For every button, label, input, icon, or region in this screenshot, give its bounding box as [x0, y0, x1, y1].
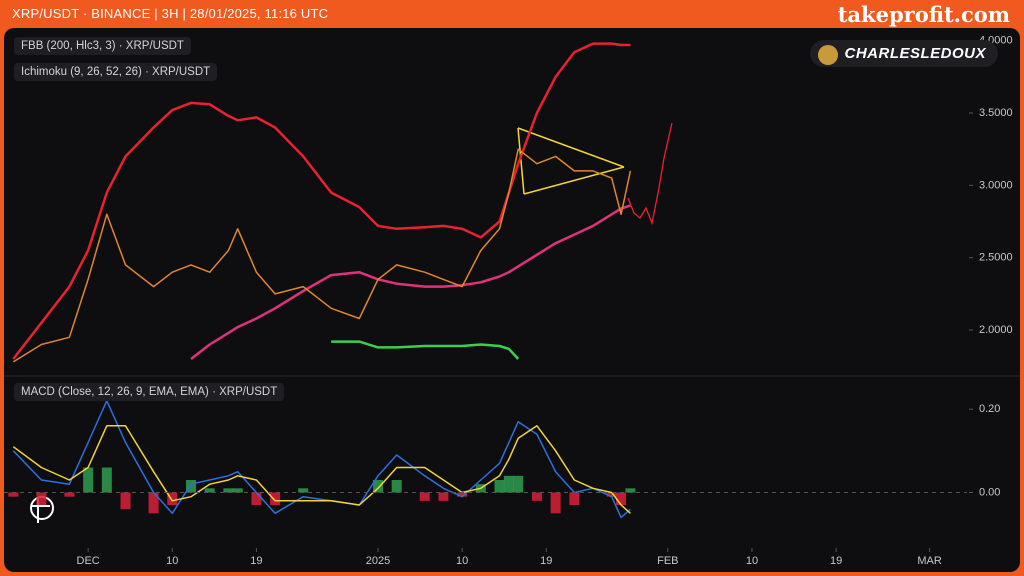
- histogram-bar: [494, 480, 505, 493]
- histogram-bar: [513, 475, 524, 493]
- histogram-bar: [83, 467, 94, 493]
- y-tick-label: 2.0000: [979, 324, 1013, 336]
- x-tick-label: MAR: [917, 555, 942, 567]
- histogram-bar: [101, 467, 112, 493]
- y-tick-label: 2.5000: [979, 252, 1013, 264]
- histogram-bar: [419, 492, 430, 501]
- histogram-bar: [251, 492, 262, 505]
- x-tick-label: 19: [540, 555, 552, 567]
- x-tick-label: 2025: [366, 555, 390, 567]
- plot-area: [8, 400, 636, 519]
- site-name: takeprofit.com: [837, 2, 1010, 27]
- histogram-bar: [298, 488, 309, 493]
- histogram-bar: [372, 480, 383, 493]
- histogram-bar: [64, 492, 75, 497]
- y-tick-label: 0.00: [979, 486, 1000, 498]
- legend-ichimoku: Ichimoku (9, 26, 52, 26) · XRP/USDT: [14, 63, 218, 81]
- histogram-bar: [391, 480, 402, 493]
- projection-drawing: [627, 122, 673, 226]
- legend-fbb: FBB (200, Hlc3, 3) · XRP/USDT: [14, 37, 191, 55]
- x-tick-label: DEC: [77, 555, 100, 567]
- histogram-bar: [8, 492, 19, 497]
- histogram-bar: [503, 475, 514, 493]
- plot-area: [12, 42, 632, 363]
- x-tick-label: 19: [830, 555, 842, 567]
- watermark-text: CHARLESLEDOUX: [844, 45, 986, 62]
- histogram-bar: [438, 492, 449, 501]
- watermark: CHARLESLEDOUX: [810, 40, 998, 67]
- histogram-bar: [606, 492, 617, 497]
- series-line: [12, 425, 631, 514]
- x-tick-label: 10: [166, 555, 178, 567]
- y-tick-label: 0.20: [979, 403, 1000, 415]
- histogram-bar: [531, 492, 542, 501]
- series-line: [331, 340, 520, 360]
- chart-panel: 2.0000 2.5000 3.0000 3.5000 4.0000 0.00 0.20 DE…: [4, 28, 1020, 572]
- symbol-header: XRP/USDT · BINANCE | 3H | 28/01/2025, 11…: [12, 6, 329, 21]
- histogram-bar: [223, 488, 234, 493]
- histogram-bar: [232, 488, 243, 493]
- histogram-bar: [167, 492, 178, 505]
- series-line: [12, 148, 632, 363]
- chart: 2.00002.50003.00003.50004.00000.000.20DE…: [4, 35, 1020, 567]
- histogram-bar: [204, 488, 215, 493]
- legend-macd: MACD (Close, 12, 26, 9, EMA, EMA) · XRP/…: [14, 383, 285, 401]
- x-tick-label: 19: [250, 555, 262, 567]
- y-tick-label: 3.5000: [979, 107, 1013, 119]
- histogram-bar: [36, 492, 47, 505]
- histogram-bar: [270, 492, 281, 505]
- histogram-bar: [457, 492, 468, 497]
- y-tick-label: 3.0000: [979, 179, 1013, 191]
- triangle-annotation: [517, 127, 625, 195]
- series-line: [12, 42, 631, 360]
- histogram-bar: [550, 492, 561, 514]
- histogram-bar: [616, 492, 627, 505]
- x-tick-label: 10: [746, 555, 758, 567]
- series-line: [190, 204, 631, 360]
- histogram-bar: [185, 480, 196, 493]
- histogram-bar: [148, 492, 159, 514]
- histogram-bar: [625, 488, 636, 493]
- histogram-bar: [569, 492, 580, 505]
- x-tick-label: 10: [456, 555, 468, 567]
- x-tick-label: FEB: [657, 555, 678, 567]
- histogram-bar: [120, 492, 131, 510]
